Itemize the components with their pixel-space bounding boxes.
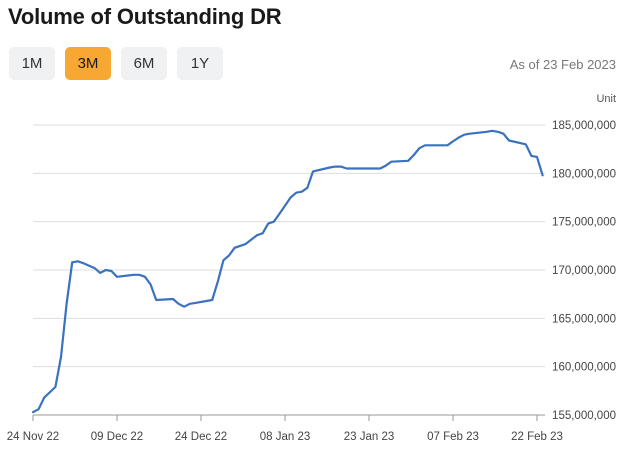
y-axis-unit-label: Unit [596,93,616,105]
y-tick-label: 185,000,000 [552,120,616,132]
as-of-date: As of 23 Feb 2023 [509,57,616,72]
x-tick-label: 08 Jan 23 [260,431,311,443]
y-tick-label: 170,000,000 [552,265,616,277]
y-tick-label: 175,000,000 [552,217,616,229]
y-axis-ticks: 155,000,000 160,000,000 165,000,000 170,000… [552,120,616,422]
page-title: Volume of Outstanding DR [8,4,282,29]
x-tick-label: 23 Jan 23 [344,431,395,443]
x-axis: 24 Nov 22 09 Dec 22 24 Dec 22 08 Jan 23 23 J… [7,415,563,443]
y-tick-label: 160,000,000 [552,362,616,374]
range-button-1m[interactable]: 1M [9,47,55,80]
x-tick-label: 22 Feb 23 [511,431,563,443]
range-selector: 1M 3M 6M 1Y [9,47,223,80]
range-button-3m[interactable]: 3M [65,47,111,80]
x-tick-label: 24 Dec 22 [175,431,227,443]
series-line [31,129,544,414]
y-tick-label: 165,000,000 [552,313,616,325]
range-button-1y[interactable]: 1Y [177,47,223,80]
x-tick-label: 24 Nov 22 [7,431,59,443]
grid-lines [33,124,545,416]
y-tick-label: 180,000,000 [552,168,616,180]
series-group [31,129,544,414]
y-tick-label: 155,000,000 [552,410,616,422]
range-button-6m[interactable]: 6M [121,47,167,80]
x-tick-label: 09 Dec 22 [91,431,143,443]
x-tick-label: 07 Feb 23 [427,431,479,443]
